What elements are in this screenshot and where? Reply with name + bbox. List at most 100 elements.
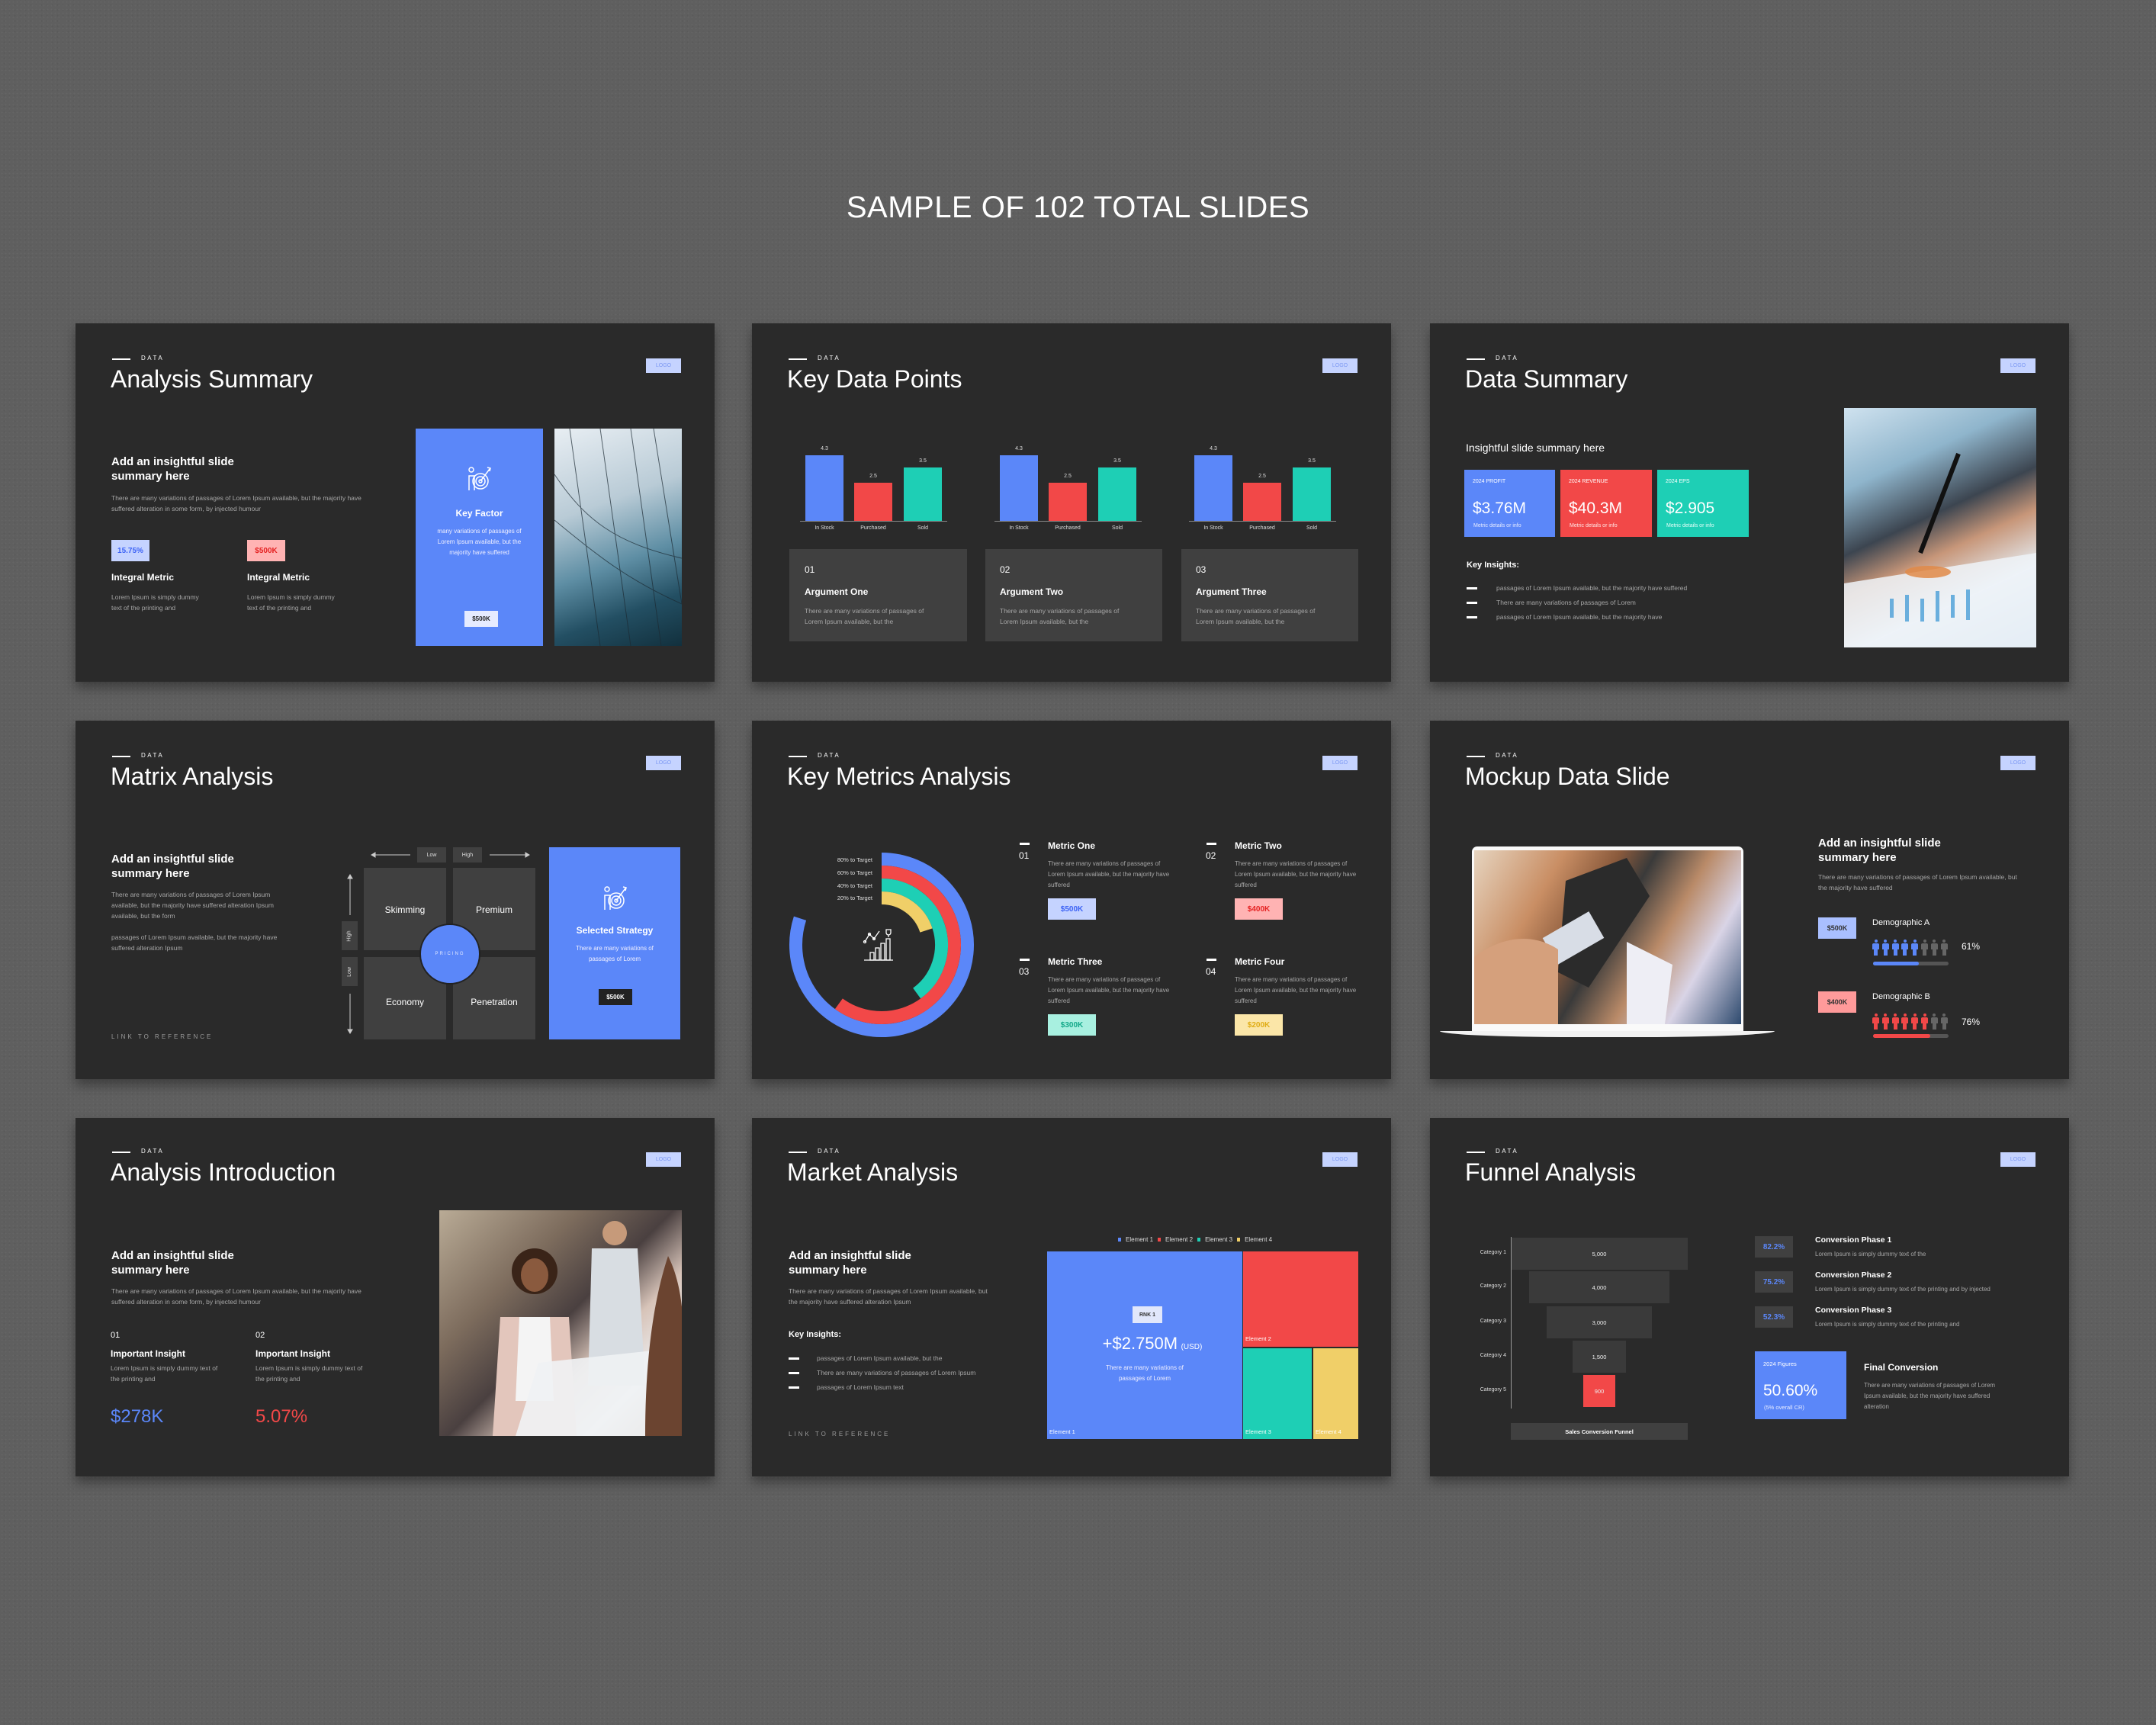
progress-fill: [1873, 1034, 1931, 1038]
kpi-detail: Metric details or info: [1473, 523, 1521, 528]
body-text: There are many variations of passages of…: [111, 891, 274, 920]
slide-market-analysis[interactable]: DATA Market Analysis LOGO Add an insight…: [752, 1118, 1391, 1476]
person-head: [1903, 1013, 1907, 1017]
demographic-value: $500K: [1818, 917, 1856, 939]
tile-label: Element 3: [1245, 1428, 1271, 1435]
eyebrow-dash: [789, 1152, 807, 1153]
treemap-tile-element-3: Element 3: [1243, 1348, 1312, 1439]
metric-value: $500K: [1048, 898, 1096, 920]
person-body: [1921, 943, 1928, 949]
target-icon: [468, 467, 491, 490]
funnel-bar: 3,000: [1546, 1306, 1653, 1338]
person-icon: [1872, 940, 1879, 956]
person-icon: [1891, 940, 1899, 956]
insight-item: There are many variations of passages of…: [1496, 599, 1636, 606]
final-title: Final Conversion: [1864, 1362, 1939, 1373]
logo-placeholder: LOGO: [646, 756, 681, 770]
slide-mockup-data[interactable]: DATA Mockup Data Slide LOGO Add an insig…: [1430, 721, 2069, 1079]
card-title: Key Factor: [455, 508, 503, 519]
bar: [1049, 483, 1087, 521]
radial-arc: [834, 866, 961, 1024]
bar: [1243, 483, 1281, 521]
legend-item: Element 1: [1126, 1236, 1154, 1243]
bar-category-label: In Stock: [815, 525, 834, 531]
treemap-tile-element-2: Element 2: [1243, 1251, 1358, 1347]
person-body: [1891, 1017, 1899, 1023]
radial-label: 80% to Target: [837, 856, 872, 863]
demographic-value: $400K: [1818, 991, 1856, 1013]
slide-key-metrics-analysis[interactable]: DATA Key Metrics Analysis LOGO 01 Metric…: [752, 721, 1391, 1079]
person-icon: [1921, 940, 1928, 956]
bullet-dash: [1467, 587, 1477, 589]
team-meeting-photo: [439, 1210, 684, 1436]
metric-title: Metric Four: [1235, 956, 1285, 967]
growth-chart-icon: [863, 929, 893, 961]
treemap-tile-element-1: RNK 1 +$2.750M (USD) There are many vari…: [1047, 1251, 1242, 1439]
slide-analysis-introduction[interactable]: DATA Analysis Introduction LOGO Add an i…: [76, 1118, 715, 1476]
photo-people: [493, 1221, 684, 1436]
kpi-label: 2024 REVENUE: [1569, 479, 1608, 484]
people-icons: [1872, 1013, 1952, 1030]
card-payment-photo: [1474, 850, 1741, 1024]
logo-placeholder: LOGO: [1322, 756, 1358, 770]
metric-badge: 15.75%: [111, 540, 149, 561]
metric-text: There are many variations of passages of…: [1048, 860, 1170, 888]
person-body: [1930, 943, 1938, 949]
metric-number: 02: [1206, 850, 1216, 861]
value-unit: (USD): [1181, 1343, 1203, 1351]
person-body: [1940, 943, 1948, 949]
metric-text: Lorem Ipsum is simply dummy text of the …: [247, 593, 335, 612]
bullet-dash: [1467, 602, 1477, 604]
funnel-category-label: Category 5: [1480, 1387, 1506, 1393]
phase-percent: 52.3%: [1755, 1306, 1793, 1328]
argument-card: 03 Argument Three There are many variati…: [1181, 549, 1358, 641]
radial-target-chart: [789, 853, 974, 1037]
slide-title: Key Data Points: [787, 365, 962, 393]
card-text: There are many variations of passages of…: [1196, 607, 1316, 625]
person-legs: [1883, 949, 1888, 956]
metric-value: $200K: [1235, 1014, 1283, 1036]
laptop-base: [1440, 1031, 1775, 1037]
person-body: [1901, 943, 1909, 949]
legend-item: Element 3: [1205, 1236, 1233, 1243]
business-analysis-photo: [1844, 408, 2036, 647]
slide-matrix-analysis[interactable]: DATA Matrix Analysis LOGO Add an insight…: [76, 721, 715, 1079]
person-icon: [1930, 940, 1938, 956]
slide-funnel-analysis[interactable]: DATA Funnel Analysis LOGO Sales Conversi…: [1430, 1118, 2069, 1476]
reference-link[interactable]: LINK TO REFERENCE: [789, 1431, 891, 1438]
final-value: 50.60%: [1763, 1382, 1818, 1399]
person-body: [1921, 1017, 1928, 1023]
card-value-button[interactable]: $500K: [599, 989, 632, 1005]
treemap-text: There are many variations of passages of…: [1106, 1364, 1184, 1382]
target-icon: [604, 886, 627, 910]
insight-title: Important Insight: [111, 1348, 185, 1359]
metric-title: Metric Two: [1235, 840, 1282, 851]
radial-label: 20% to Target: [837, 895, 872, 901]
card-value-button[interactable]: $500K: [464, 611, 498, 627]
person-legs: [1883, 1023, 1888, 1030]
slide-subtitle: Add an insightful slide summary here: [111, 1249, 234, 1277]
slide-analysis-summary[interactable]: DATA Analysis Summary LOGO Add an insigh…: [76, 323, 715, 682]
phase-text: Lorem Ipsum is simply dummy text of the …: [1815, 1286, 1991, 1293]
slide-data-summary[interactable]: DATA Data Summary LOGO Insightful slide …: [1430, 323, 2069, 682]
body-text: There are many variations of passages of…: [111, 494, 361, 512]
argument-card: 02 Argument Two There are many variation…: [985, 549, 1162, 641]
person-icon: [1901, 1013, 1909, 1030]
eyebrow: DATA: [141, 355, 165, 361]
card-text: There are many variations of passages of…: [805, 607, 924, 625]
insight-item: passages of Lorem Ipsum available, but t…: [817, 1354, 943, 1362]
slide-key-data-points[interactable]: DATA Key Data Points LOGO 4.3 In Stock 2.5…: [752, 323, 1391, 682]
slide-title: Matrix Analysis: [111, 763, 274, 790]
demographic-percent: 76%: [1962, 1017, 1981, 1027]
reference-link[interactable]: LINK TO REFERENCE: [111, 1033, 214, 1040]
person-body: [1940, 1017, 1948, 1023]
person-body: [1872, 1017, 1879, 1023]
eyebrow: DATA: [818, 752, 841, 759]
metric-title: Metric Three: [1048, 956, 1103, 967]
value-amount: +$2.750M: [1102, 1334, 1178, 1353]
card-text: There are many variations of passages of…: [576, 945, 654, 962]
body-text: There are many variations of passages of…: [1818, 873, 2017, 891]
kpi-value: $3.76M: [1473, 500, 1527, 517]
tile-label: Element 2: [1245, 1335, 1271, 1342]
metric-label: Integral Metric: [111, 572, 175, 583]
